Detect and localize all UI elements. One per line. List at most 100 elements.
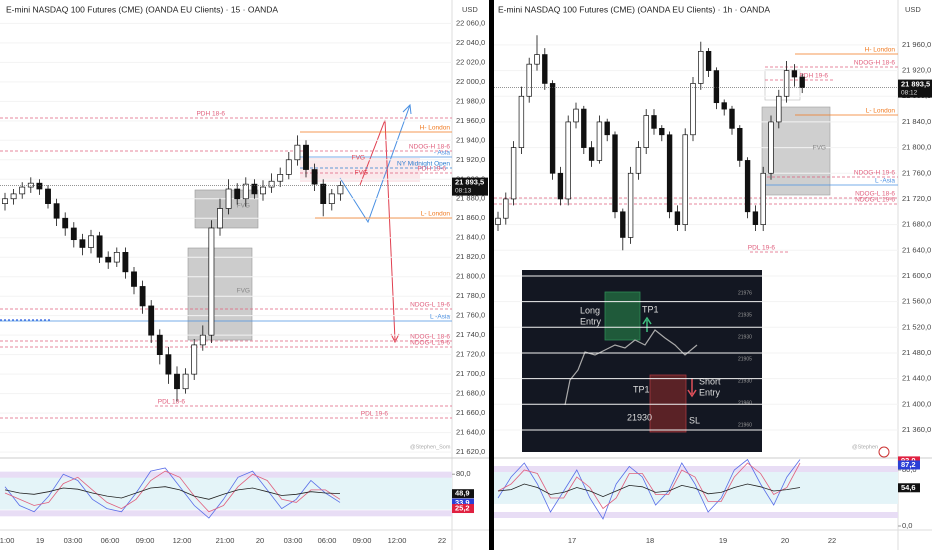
level-label: NDOG-L 19-6: [410, 302, 450, 309]
y-tick-label: 21 760,0: [456, 311, 485, 320]
candle-body: [526, 63, 532, 97]
short-zone: [649, 374, 687, 433]
watermark: @Stephen: [852, 444, 878, 450]
candle-body: [268, 180, 275, 188]
arrow-head: [402, 103, 412, 115]
level-label: - Asia: [434, 150, 451, 157]
long-entry-label: Long: [580, 305, 600, 315]
tp1-label: TP1: [633, 384, 650, 394]
candle-body: [139, 286, 146, 307]
osc-value-label: 54,6: [901, 483, 916, 492]
level-label: FVG: [813, 145, 826, 152]
x-tick-label: 12:00: [388, 536, 407, 545]
candle-body: [88, 235, 94, 248]
osc-value-label: 87,2: [901, 460, 916, 469]
y-tick-label: 21 480,0: [902, 348, 931, 357]
x-tick-label: 03:00: [64, 536, 83, 545]
y-tick-label: 21 640,0: [902, 245, 931, 254]
osc-value-badge: [452, 489, 474, 499]
candle-body: [165, 354, 172, 375]
candle-body: [659, 127, 665, 136]
projection-arrow: [339, 104, 411, 224]
short-entry-label: Entry: [699, 387, 721, 397]
y-tick-label: 22 000,0: [456, 77, 485, 86]
candle-body: [122, 251, 129, 273]
countdown-label: 08:13: [455, 187, 472, 194]
fvg-zone: [300, 158, 420, 182]
y-tick-label: 21 920,0: [902, 66, 931, 75]
candle-body: [36, 182, 43, 190]
x-tick-label: 19: [719, 536, 727, 545]
candle-body: [721, 102, 727, 110]
osc-value-badge: [898, 483, 920, 493]
level-label: L- London: [866, 108, 896, 115]
up-arrow-head: [642, 316, 652, 325]
y-tick-label: 21 440,0: [902, 374, 931, 383]
candle-body: [260, 186, 266, 195]
candle-body: [752, 211, 759, 225]
chart-title: E-mini NASDAQ 100 Futures (CME) (OANDA E…: [498, 4, 770, 14]
x-tick-label: 06:00: [318, 536, 337, 545]
level-label: NDOG-L 18-6: [855, 191, 895, 198]
candle-body: [495, 217, 501, 225]
y-tick-label: 21 880,0: [456, 194, 485, 203]
x-tick-label: 22: [828, 536, 836, 545]
candle-body: [783, 70, 790, 97]
level-label: NDOG-L 18-6: [410, 334, 450, 341]
x-tick-label: 03:00: [284, 536, 303, 545]
x-tick-label: 21:00: [0, 536, 14, 545]
level-label: FVG: [352, 155, 365, 162]
osc-band: [494, 466, 898, 472]
candle-body: [208, 227, 215, 336]
candle-body: [674, 211, 681, 225]
candle-body: [337, 185, 344, 195]
y-tick-label: 22 020,0: [456, 57, 485, 66]
candle-body: [690, 83, 696, 136]
level-label: L -Asia: [875, 178, 895, 185]
y-tick-label: 21 740,0: [456, 330, 485, 339]
osc-line: [497, 458, 801, 520]
level-label: PDL 19-6: [361, 411, 389, 418]
candle-body: [799, 76, 805, 88]
candle-body: [612, 134, 618, 213]
x-tick-label: 09:00: [353, 536, 372, 545]
y-tick-label: 21 620,0: [456, 447, 485, 456]
y-tick-label: 21 860,0: [456, 213, 485, 222]
y-tick-label: 21 640,0: [456, 428, 485, 437]
osc-line: [497, 462, 801, 510]
osc-line: [497, 483, 801, 498]
panel-divider: [489, 0, 494, 550]
y-tick-label: 21 800,0: [456, 272, 485, 281]
y-tick-label: 21 960,0: [902, 40, 931, 49]
chart-title: E-mini NASDAQ 100 Futures (CME) (OANDA E…: [6, 4, 278, 14]
price-badge: [452, 177, 488, 196]
last-price-label: 21 893,5: [455, 178, 484, 187]
candle-body: [557, 172, 564, 200]
candle-body: [651, 115, 657, 129]
candle-body: [303, 144, 309, 170]
candle-body: [698, 50, 704, 84]
candle-body: [251, 183, 258, 195]
level-label: L- London: [421, 211, 451, 218]
candle-body: [581, 108, 587, 148]
long-zone: [604, 291, 641, 341]
candle-body: [328, 193, 335, 204]
x-tick-label: 09:00: [136, 536, 155, 545]
y-tick-label: 22 060,0: [456, 18, 485, 27]
candle-body: [542, 54, 548, 84]
candle-body: [156, 334, 163, 355]
inset-scale-label: 21960: [738, 422, 752, 428]
candle-body: [182, 373, 189, 390]
candle-body: [320, 183, 327, 204]
candle-body: [285, 159, 292, 175]
osc-band: [494, 512, 898, 518]
projection-arrow: [359, 119, 396, 341]
level-label: PDL 19-6: [748, 245, 776, 252]
y-tick-label: 21 760,0: [902, 168, 931, 177]
currency-label: USD: [905, 5, 921, 14]
osc-tick-label: 80,0: [902, 465, 917, 474]
candle-body: [565, 121, 571, 200]
x-tick-label: 19: [36, 536, 44, 545]
y-tick-label: 21 940,0: [456, 135, 485, 144]
down-arrow-head: [687, 389, 697, 398]
